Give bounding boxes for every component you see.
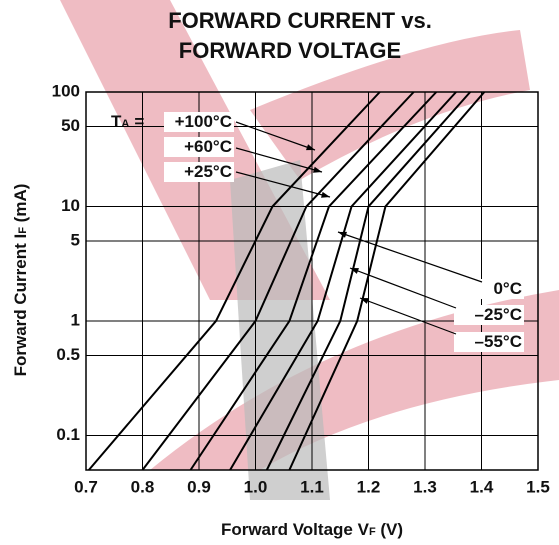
legend-label-bg	[164, 137, 234, 157]
x-tick-label: 1.4	[470, 477, 494, 496]
y-axis-label-part: (mA)	[11, 184, 30, 227]
legend-label: –25°C	[475, 305, 522, 324]
curve	[288, 91, 486, 471]
chart-title: FORWARD VOLTAGE	[179, 38, 401, 63]
y-tick-label: 100	[52, 81, 80, 100]
chart-title: FORWARD CURRENT vs.	[168, 8, 432, 33]
pointer-line	[235, 171, 331, 198]
legend-label: –55°C	[475, 332, 522, 351]
y-tick-label: 5	[71, 230, 80, 249]
x-tick-label: 0.7	[74, 477, 98, 496]
legend-label: 0°C	[493, 279, 522, 298]
x-tick-label: 1.0	[244, 477, 268, 496]
curve	[189, 91, 438, 471]
curve	[265, 91, 471, 471]
pointer-arrow	[321, 191, 330, 198]
x-axis-label-part: Forward Voltage V	[221, 520, 370, 539]
y-axis-label-part: Forward Current I	[11, 234, 30, 377]
pointer-line	[349, 267, 457, 309]
watermark	[250, 30, 530, 180]
x-tick-label: 1.2	[357, 477, 381, 496]
y-axis-label: Forward Current IF (mA)	[11, 184, 30, 377]
legend-label: +100°C	[175, 112, 232, 131]
legend-label: +25°C	[184, 162, 232, 181]
y-axis-label-part: F	[17, 227, 29, 234]
x-tick-label: 1.1	[300, 477, 324, 496]
temperature-label: TA =	[111, 112, 144, 131]
legend-label-bg	[454, 332, 524, 352]
legend-label-bg	[454, 279, 524, 299]
y-tick-label: 0.5	[56, 345, 80, 364]
x-axis-label-part: F	[369, 526, 376, 538]
curve	[88, 91, 381, 471]
pointer-line	[235, 147, 323, 173]
legend-label: +60°C	[184, 137, 232, 156]
pointer-arrow	[350, 268, 359, 274]
x-tick-label: 1.3	[413, 477, 437, 496]
x-tick-label: 0.9	[187, 477, 211, 496]
temperature-label-part: A	[121, 118, 129, 130]
pointer-line	[235, 121, 316, 151]
x-tick-label: 1.5	[526, 477, 550, 496]
pointer-line	[337, 231, 483, 283]
y-tick-label: 1	[71, 311, 80, 330]
temperature-label-part: T	[111, 112, 122, 131]
curve	[229, 91, 457, 471]
x-axis-label: Forward Voltage VF (V)	[221, 520, 403, 539]
pointer-arrow	[313, 166, 322, 173]
temperature-label-part: =	[134, 112, 144, 131]
x-axis-label-part: (V)	[376, 520, 403, 539]
x-tick-label: 0.8	[131, 477, 155, 496]
legend-label-bg	[164, 162, 234, 182]
legend-label-bg	[164, 112, 234, 132]
y-tick-label: 0.1	[56, 425, 80, 444]
pointer-arrow	[360, 298, 369, 304]
pointer-arrow	[338, 231, 347, 238]
curve	[141, 91, 415, 471]
pointer-arrow	[306, 144, 315, 151]
y-tick-label: 10	[61, 196, 80, 215]
y-tick-label: 50	[61, 116, 80, 135]
legend-label-bg	[454, 305, 524, 325]
pointer-line	[359, 297, 457, 335]
